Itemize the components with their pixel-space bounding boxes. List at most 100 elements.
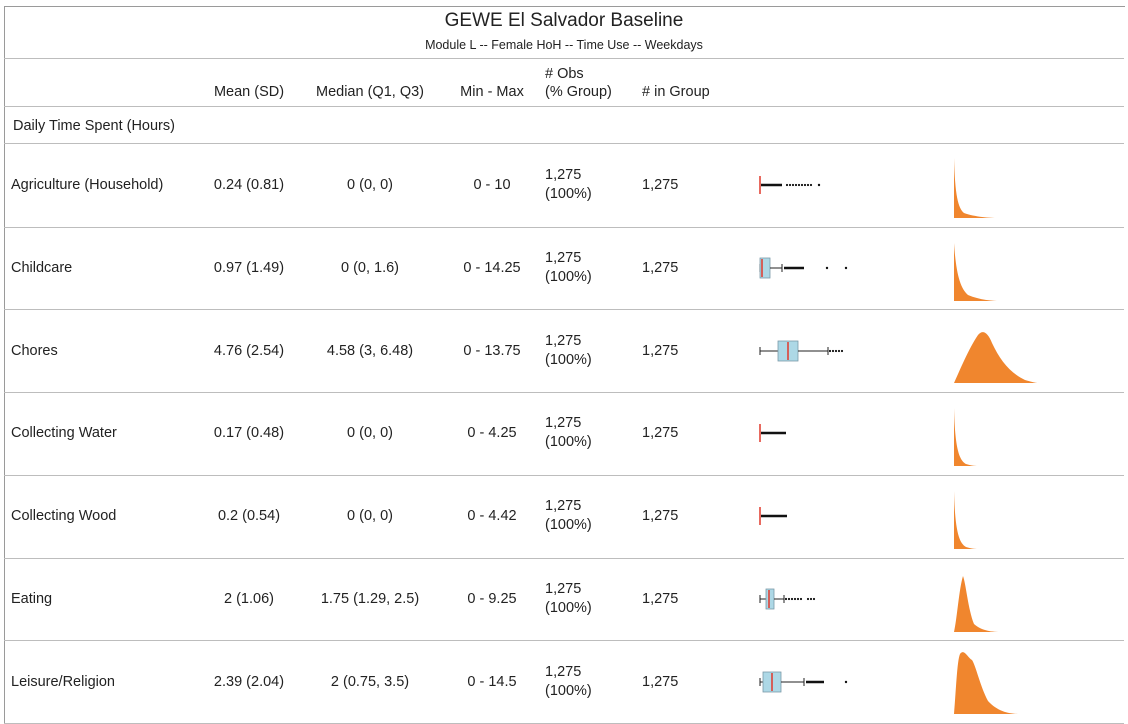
obs-cell: 1,275 (100%) <box>545 249 592 287</box>
box-outlier <box>817 184 821 187</box>
in-group-cell: 1,275 <box>642 177 679 194</box>
box-plot <box>759 340 844 362</box>
row-label: Leisure/Religion <box>11 673 115 690</box>
density-curve <box>954 158 998 218</box>
obs-cell: 1,275 (100%) <box>545 497 592 535</box>
in-group-cell: 1,275 <box>642 508 679 525</box>
box-outlier <box>834 349 838 352</box>
min-max-cell: 0 - 4.25 <box>467 425 517 442</box>
median-q-cell: 0 (0, 0) <box>347 177 393 194</box>
in-group-cell: 1,275 <box>642 425 679 442</box>
row-rule <box>4 722 1124 724</box>
box-outlier <box>790 597 794 600</box>
row-label: Eating <box>11 590 53 607</box>
box-outlier <box>785 184 789 187</box>
box-outlier <box>784 597 788 600</box>
box-outlier <box>812 597 816 600</box>
row-label: Collecting Wood <box>11 508 117 525</box>
min-max-cell: 0 - 13.75 <box>463 342 521 359</box>
col-header-in-group: # in Group <box>642 84 710 100</box>
col-header-obs-line1: # Obs <box>545 66 584 82</box>
box-outlier <box>806 184 810 187</box>
row-rule <box>4 392 1124 394</box>
in-group-cell: 1,275 <box>642 673 679 690</box>
min-max-cell: 0 - 9.25 <box>467 590 517 607</box>
box-plot <box>759 176 821 195</box>
obs-count: 1,275 <box>545 250 582 267</box>
obs-count: 1,275 <box>545 580 582 597</box>
row-label: Collecting Water <box>11 425 117 442</box>
col-header-obs: # Obs (% Group) <box>545 65 612 101</box>
box-outlier <box>844 680 848 683</box>
mean-sd-cell: 0.97 (1.49) <box>213 260 285 277</box>
density-plot <box>954 652 1020 715</box>
obs-count: 1,275 <box>545 332 582 349</box>
box-outlier <box>797 184 801 187</box>
density-curve <box>954 332 1038 384</box>
box-plot <box>759 671 848 692</box>
obs-percent: (100%) <box>545 599 592 616</box>
row-rule <box>4 474 1124 476</box>
box-iqr <box>765 588 775 610</box>
box-outlier <box>799 597 803 600</box>
box-outlier <box>793 597 797 600</box>
median-q-cell: 0 (0, 1.6) <box>340 260 400 277</box>
density-curve <box>954 575 1002 632</box>
median-q-cell: 0 (0, 0) <box>347 508 393 525</box>
median-q-cell: 4.58 (3, 6.48) <box>326 342 414 359</box>
box-plot <box>759 588 816 610</box>
mean-sd-cell: 0.17 (0.48) <box>213 425 285 442</box>
box-outlier <box>806 597 810 600</box>
median-q-cell: 1.75 (1.29, 2.5) <box>320 590 420 607</box>
box-outlier <box>796 597 800 600</box>
box-outlier <box>794 184 798 187</box>
mean-sd-cell: 0.24 (0.81) <box>213 177 285 194</box>
min-max-cell: 0 - 14.25 <box>463 260 521 277</box>
obs-cell: 1,275 (100%) <box>545 663 592 701</box>
obs-percent: (100%) <box>545 269 592 286</box>
header-rule <box>4 106 1124 107</box>
col-header-obs-line2: (% Group) <box>545 84 612 100</box>
obs-count: 1,275 <box>545 167 582 184</box>
box-plot <box>759 257 848 279</box>
box-outlier <box>803 184 807 187</box>
box-outlier <box>809 184 813 187</box>
density-plot <box>954 575 1002 632</box>
box-outlier <box>800 184 804 187</box>
box-outlier <box>844 266 848 270</box>
row-rule <box>4 309 1124 311</box>
mean-sd-cell: 0.2 (0.54) <box>217 508 281 525</box>
obs-count: 1,275 <box>545 663 582 680</box>
col-header-minmax: Min - Max <box>460 84 524 100</box>
box-outlier <box>787 597 791 600</box>
density-plot <box>954 332 1038 384</box>
table-frame <box>4 6 1125 723</box>
mean-sd-cell: 2.39 (2.04) <box>213 673 285 690</box>
median-q-cell: 2 (0.75, 3.5) <box>330 673 410 690</box>
box-outlier <box>825 266 829 270</box>
in-group-cell: 1,275 <box>642 342 679 359</box>
row-rule <box>4 557 1124 559</box>
box-outlier <box>837 349 841 352</box>
in-group-cell: 1,275 <box>642 260 679 277</box>
box-outlier <box>788 184 792 187</box>
density-plot <box>954 490 980 549</box>
density-plot <box>954 158 998 218</box>
obs-cell: 1,275 (100%) <box>545 332 592 370</box>
density-curve <box>954 652 1020 715</box>
obs-percent: (100%) <box>545 682 592 699</box>
box-outlier <box>791 184 795 187</box>
col-header-median: Median (Q1, Q3) <box>316 84 424 100</box>
box-plot <box>759 424 786 443</box>
density-plot <box>954 242 1000 301</box>
obs-cell: 1,275 (100%) <box>545 414 592 452</box>
table-subtitle: Module L -- Female HoH -- Time Use -- We… <box>425 38 703 52</box>
density-curve <box>954 242 1000 301</box>
density-curve <box>954 408 980 467</box>
box-plot <box>759 507 787 526</box>
box-outlier <box>828 349 832 352</box>
in-group-cell: 1,275 <box>642 590 679 607</box>
row-label: Childcare <box>11 260 73 277</box>
mean-sd-cell: 2 (1.06) <box>224 590 274 607</box>
min-max-cell: 0 - 10 <box>473 177 511 194</box>
